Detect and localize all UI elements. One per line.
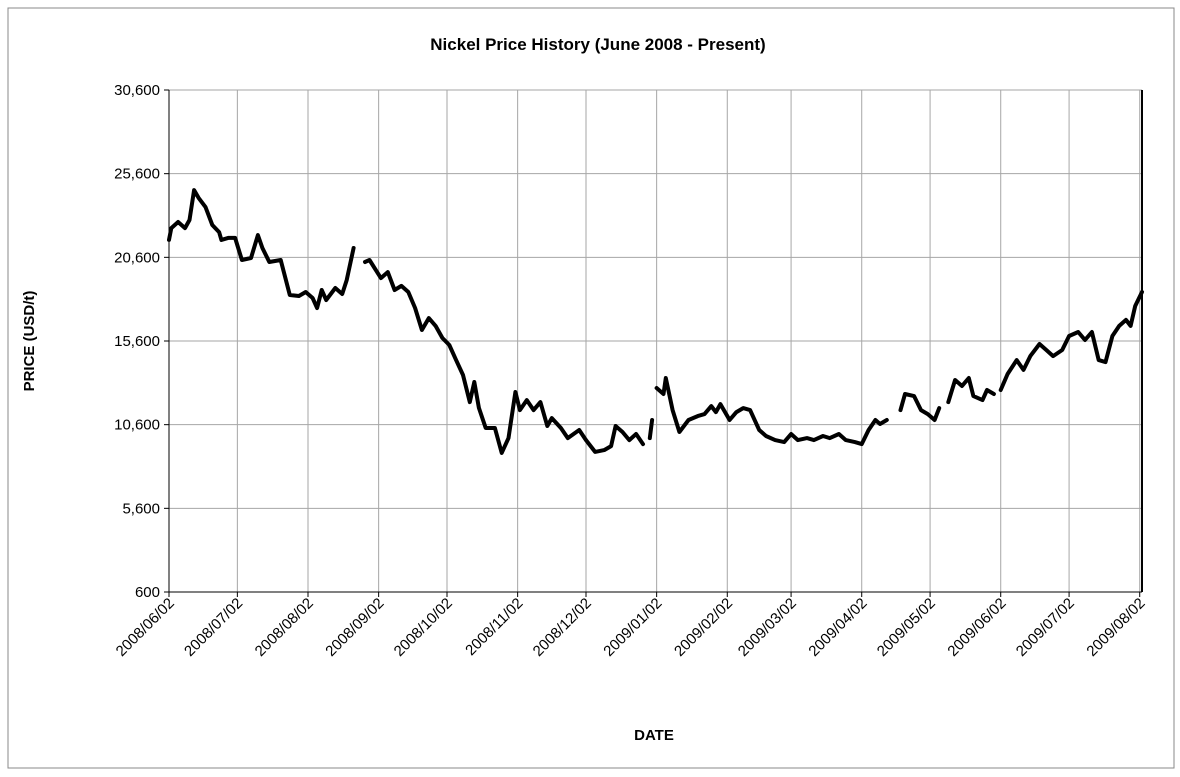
chart-title: Nickel Price History (June 2008 - Presen… (430, 35, 765, 54)
y-tick-label: 10,600 (114, 417, 160, 434)
y-tick-label: 600 (135, 584, 160, 601)
y-axis-title: PRICE (USD/t) (21, 291, 38, 392)
y-tick-label: 20,600 (114, 249, 160, 266)
y-tick-label: 30,600 (114, 82, 160, 99)
chart-frame (7, 7, 1175, 769)
y-tick-label: 25,600 (114, 166, 160, 183)
y-tick-label: 5,600 (122, 500, 160, 517)
y-tick-label: 15,600 (114, 333, 160, 350)
price-line (167, 188, 1144, 455)
x-axis-title: DATE (634, 727, 674, 744)
